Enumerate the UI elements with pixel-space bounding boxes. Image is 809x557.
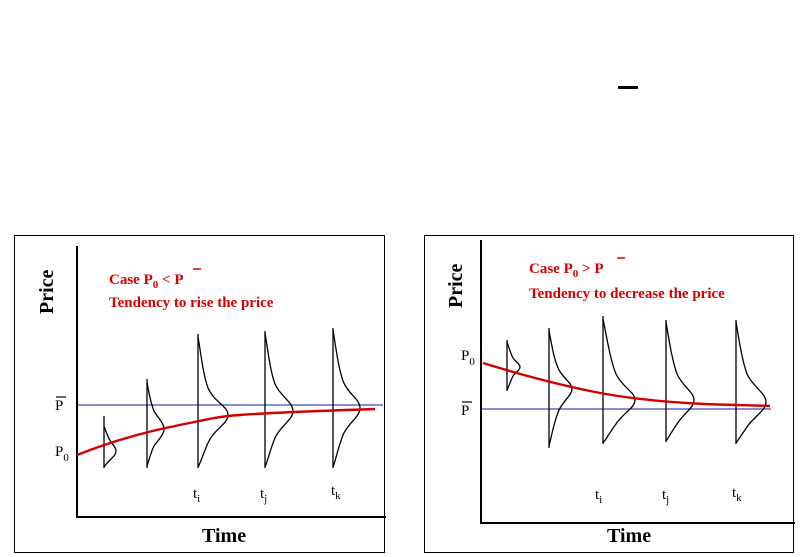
trend-line-rise: [76, 407, 376, 457]
case-label: Case P0 < P: [109, 272, 183, 291]
y-axis-title: Price: [445, 263, 467, 308]
time-label-k: tk: [331, 483, 341, 502]
panel-decrease: Price Case P0 > P Tendency to decrease t…: [424, 235, 795, 553]
time-label-j: tj: [260, 486, 267, 505]
p0-label: P0: [55, 444, 69, 464]
distribution-curves: [103, 328, 361, 468]
panel-rise: Price Case P0 < P Tendency to rise the p…: [14, 235, 386, 553]
time-label-i: ti: [193, 486, 200, 505]
p0-label: P0: [461, 348, 475, 368]
distribution-curves: [506, 316, 767, 448]
case-label: Case P0 > P: [529, 261, 603, 280]
header-dash: [618, 86, 638, 89]
tendency-label: Tendency to rise the price: [109, 295, 274, 311]
time-label-i: ti: [595, 487, 602, 506]
tendency-label: Tendency to decrease the price: [529, 286, 725, 302]
x-axis-title: Time: [607, 525, 651, 547]
trend-line-decrease: [482, 361, 771, 408]
diagram-rise: Price Case P0 < P Tendency to rise the p…: [36, 246, 386, 547]
x-axis-title: Time: [202, 525, 246, 547]
time-label-k: tk: [732, 485, 742, 504]
pbar-label: P: [461, 403, 469, 419]
pbar-label: P: [55, 398, 63, 414]
time-label-j: tj: [662, 487, 669, 506]
diagram-decrease: Price Case P0 > P Tendency to decrease t…: [445, 240, 795, 547]
time-labels: ti tj tk: [595, 485, 742, 506]
y-axis-title: Price: [36, 269, 58, 314]
time-labels: ti tj tk: [193, 483, 341, 505]
